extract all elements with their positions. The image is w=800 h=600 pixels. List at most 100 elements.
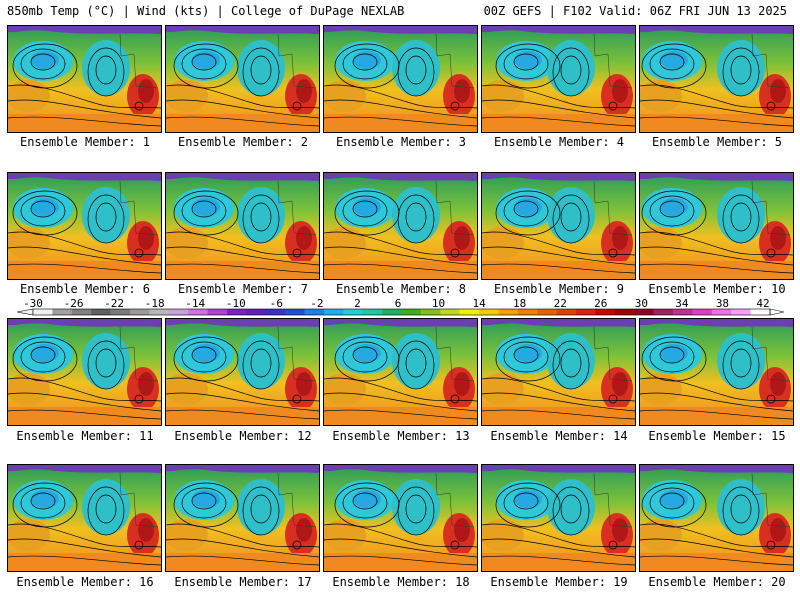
scale-swatch [168, 309, 189, 315]
scale-swatch [556, 309, 577, 315]
ensemble-member-label: Ensemble Member: 13 [332, 429, 470, 443]
ensemble-member-label: Ensemble Member: 2 [177, 135, 309, 149]
ensemble-member-label: Ensemble Member: 4 [493, 135, 625, 149]
scale-swatch [420, 309, 441, 315]
scale-swatch [304, 309, 325, 315]
scale-swatch [731, 309, 751, 315]
ensemble-map-panel [165, 172, 320, 280]
ensemble-map-panel [165, 318, 320, 426]
scale-swatch [246, 309, 267, 315]
ensemble-member-label: Ensemble Member: 9 [493, 282, 625, 296]
scale-tick-label: 42 [756, 297, 770, 310]
scale-tick-label: 34 [675, 297, 689, 310]
ensemble-member-label: Ensemble Member: 11 [16, 429, 154, 443]
scale-swatch [692, 309, 713, 315]
ensemble-map-panel [323, 172, 478, 280]
scale-swatch [614, 309, 635, 315]
ensemble-member-label: Ensemble Member: 12 [174, 429, 312, 443]
ensemble-map-panel [639, 318, 794, 426]
scale-tick-label: -26 [63, 297, 84, 310]
ensemble-map-panel [481, 25, 636, 133]
ensemble-map-panel [165, 464, 320, 572]
scale-swatch [498, 309, 519, 315]
scale-swatch [576, 309, 596, 315]
scale-tick-label: 2 [354, 297, 361, 310]
ensemble-map-panel [165, 25, 320, 133]
scale-tick-label: -14 [185, 297, 206, 310]
ensemble-map-panel [639, 172, 794, 280]
scale-tick-label: -30 [23, 297, 43, 310]
ensemble-member-label: Ensemble Member: 6 [19, 282, 151, 296]
scale-swatch [207, 309, 228, 315]
scale-swatch [285, 309, 305, 315]
scale-swatch [653, 309, 674, 315]
scale-tick-label: 10 [431, 297, 446, 310]
ensemble-member-label: Ensemble Member: 18 [332, 575, 470, 589]
ensemble-member-label: Ensemble Member: 19 [490, 575, 628, 589]
scale-swatch [479, 309, 499, 315]
scale-swatch [595, 309, 616, 315]
scale-swatch [362, 309, 383, 315]
scale-tick-label: 14 [472, 297, 486, 310]
ensemble-map-panel [481, 318, 636, 426]
ensemble-map-panel [323, 464, 478, 572]
scale-arrow-right [769, 308, 785, 316]
scale-swatch [673, 309, 693, 315]
scale-tick-label: 30 [634, 297, 648, 310]
ensemble-map-panel [639, 464, 794, 572]
scale-swatch [110, 309, 131, 315]
ensemble-map-panel [7, 318, 162, 426]
ensemble-member-label: Ensemble Member: 1 [19, 135, 151, 149]
color-scale [16, 308, 785, 316]
ensemble-member-label: Ensemble Member: 3 [335, 135, 467, 149]
ensemble-map-panel [7, 172, 162, 280]
scale-swatch [265, 309, 286, 315]
scale-tick-label: -18 [144, 297, 165, 310]
scale-tick-label: 38 [715, 297, 730, 310]
ensemble-member-label: Ensemble Member: 14 [490, 429, 628, 443]
ensemble-member-label: Ensemble Member: 16 [16, 575, 154, 589]
scale-swatch [634, 309, 654, 315]
scale-swatch [226, 309, 247, 315]
scale-swatch [711, 309, 732, 315]
scale-swatch [382, 309, 402, 315]
ensemble-map-panel [639, 25, 794, 133]
scale-tick-label: -6 [269, 297, 283, 310]
scale-tick-label: 6 [394, 297, 402, 310]
ensemble-member-label: Ensemble Member: 5 [651, 135, 783, 149]
scale-swatch [149, 309, 170, 315]
scale-swatch [33, 309, 53, 315]
ensemble-member-label: Ensemble Member: 15 [648, 429, 786, 443]
scale-swatch [52, 309, 73, 315]
scale-tick-label: 22 [553, 297, 567, 310]
scale-swatch [537, 309, 557, 315]
scale-tick-label: 18 [513, 297, 527, 310]
ensemble-map-panel [481, 172, 636, 280]
scale-tick-label: -10 [225, 297, 246, 310]
scale-tick-label: -2 [310, 297, 324, 310]
ensemble-map-panel [323, 25, 478, 133]
scale-tick-label: -22 [104, 297, 125, 310]
map-title: 850mb Temp (°C) | Wind (kts) | College o… [7, 4, 405, 18]
scale-swatch [188, 309, 208, 315]
valid-time: 00Z GEFS | F102 Valid: 06Z FRI JUN 13 20… [483, 4, 787, 18]
scale-swatch [129, 309, 150, 315]
scale-swatch [343, 309, 364, 315]
scale-swatch [91, 309, 111, 315]
ensemble-map-panel [7, 25, 162, 133]
scale-swatch [71, 309, 92, 315]
ensemble-member-label: Ensemble Member: 7 [177, 282, 309, 296]
scale-swatch [750, 309, 771, 315]
scale-swatch [517, 309, 538, 315]
ensemble-member-label: Ensemble Member: 17 [174, 575, 312, 589]
ensemble-map-panel [7, 464, 162, 572]
scale-swatch [440, 309, 460, 315]
ensemble-member-label: Ensemble Member: 20 [648, 575, 786, 589]
ensemble-map-panel [323, 318, 478, 426]
scale-swatch [459, 309, 480, 315]
scale-tick-label: 26 [594, 297, 608, 310]
ensemble-member-label: Ensemble Member: 8 [335, 282, 467, 296]
scale-swatch [323, 309, 344, 315]
ensemble-map-panel [481, 464, 636, 572]
scale-swatch [401, 309, 422, 315]
